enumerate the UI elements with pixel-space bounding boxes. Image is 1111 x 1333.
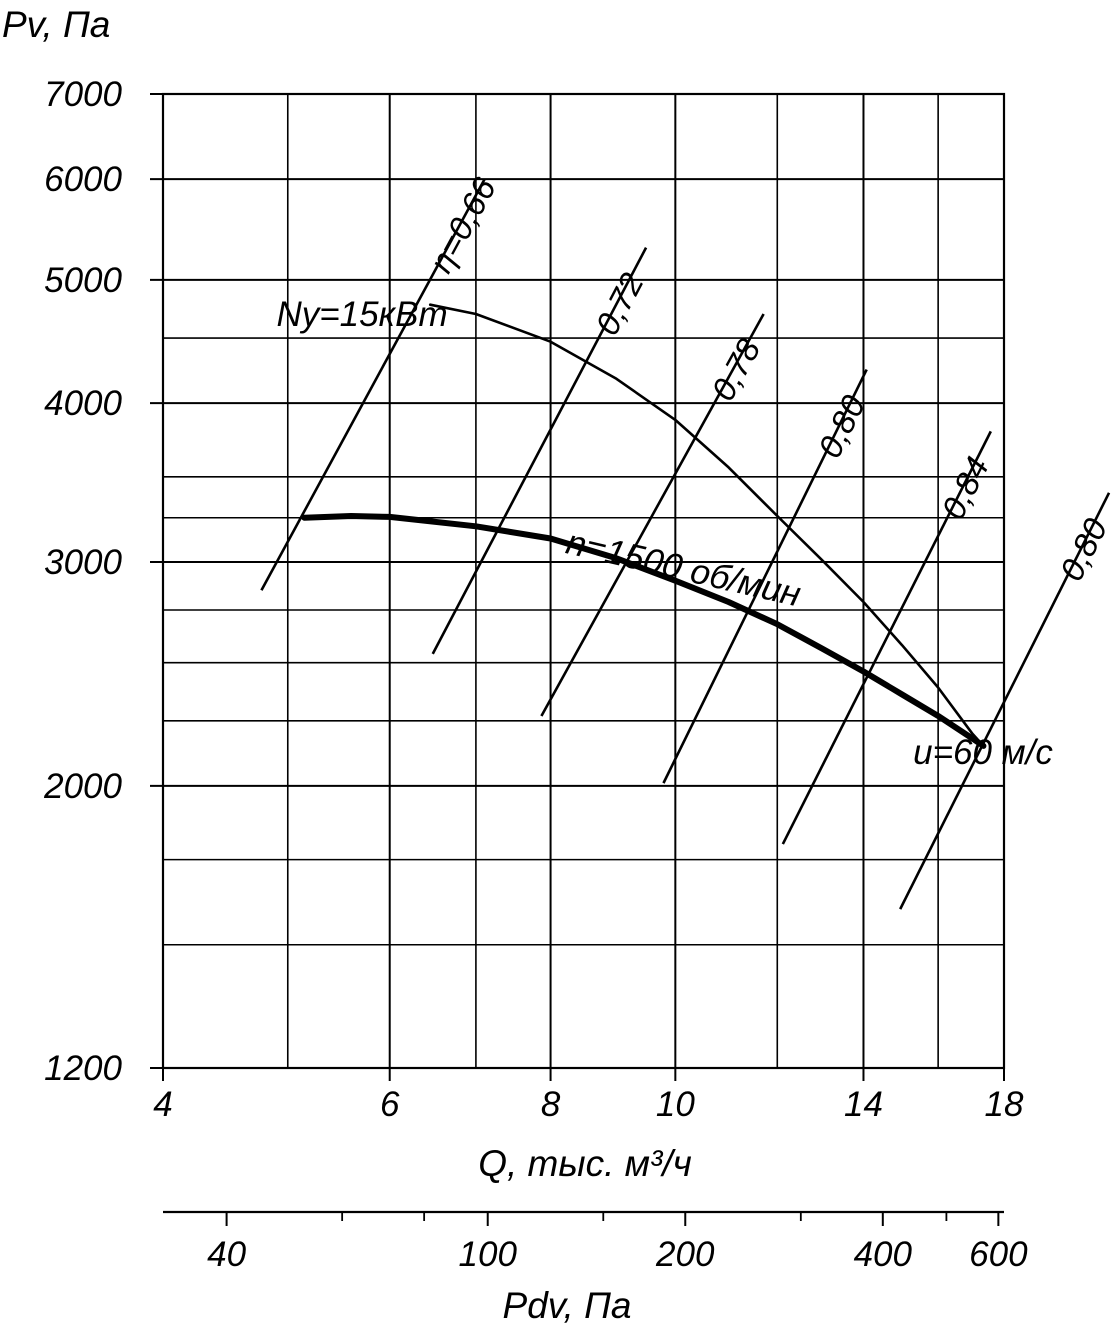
x-tick-label: 14 <box>844 1085 883 1124</box>
efficiency-label: 0,72 <box>588 267 651 341</box>
y-axis-title: Pv, Па <box>2 4 110 45</box>
x-tick-label: 10 <box>656 1085 695 1124</box>
pdv-tick-label: 400 <box>854 1235 913 1274</box>
efficiency-line <box>431 247 648 655</box>
x-tick-label: 18 <box>985 1085 1024 1124</box>
y-tick-labels: 7000 6000 5000 4000 3000 2000 1200 <box>43 75 122 1088</box>
pdv-tick-label: 200 <box>655 1235 715 1274</box>
efficiency-label: 0,80 <box>1052 512 1111 587</box>
speed-annotation: u=60 м/с <box>913 733 1053 772</box>
y-tick-label: 6000 <box>44 160 122 199</box>
pdv-axis-title: Pdv, Па <box>503 1285 632 1326</box>
efficiency-label: 0,78 <box>704 332 768 407</box>
x-axis-title: Q, тыс. м³/ч <box>478 1143 692 1184</box>
grid-lines <box>150 92 1006 1081</box>
y-tick-label: 5000 <box>44 261 122 300</box>
y-tick-label: 1200 <box>44 1049 122 1088</box>
performance-curves: n=1500 об/мин Ny=15кВт u=60 м/с <box>276 295 1053 772</box>
plot-frame <box>161 92 1006 1070</box>
pdv-tick-label: 100 <box>459 1235 518 1274</box>
efficiency-line <box>899 492 1111 910</box>
pressure-curve <box>301 513 987 749</box>
y-tick-label: 7000 <box>44 75 122 114</box>
curve-label: n=1500 об/мин <box>563 523 805 615</box>
pdv-tick-label: 600 <box>969 1235 1028 1274</box>
x-tick-label: 4 <box>153 1085 172 1124</box>
x-tick-label: 6 <box>380 1085 400 1124</box>
efficiency-line <box>662 369 868 784</box>
curve-label: Ny=15кВт <box>276 295 447 334</box>
efficiency-line <box>781 430 992 845</box>
power-curve <box>428 303 985 748</box>
pdv-tick-label: 40 <box>207 1235 246 1274</box>
efficiency-line <box>260 178 486 591</box>
pdv-axis: 40 100 200 400 600 <box>163 1210 1028 1274</box>
x-tick-labels: 4 6 8 10 14 18 <box>153 1085 1024 1124</box>
y-tick-label: 3000 <box>44 543 122 582</box>
x-tick-label: 8 <box>541 1085 561 1124</box>
efficiency-line <box>540 313 765 717</box>
efficiency-label: 0,84 <box>934 451 996 525</box>
efficiency-label: η=0,66 <box>422 171 503 279</box>
y-tick-label: 4000 <box>44 384 122 423</box>
y-tick-label: 2000 <box>43 767 122 806</box>
